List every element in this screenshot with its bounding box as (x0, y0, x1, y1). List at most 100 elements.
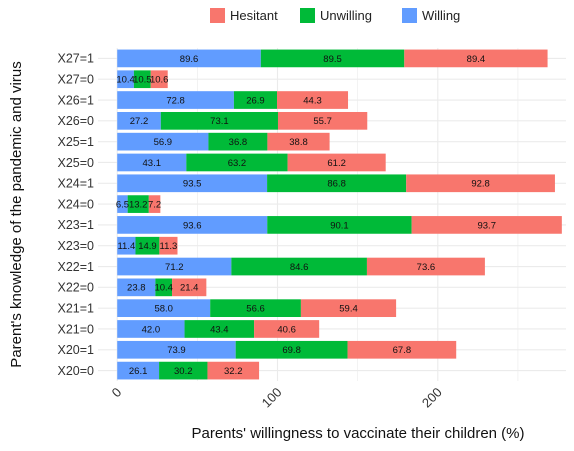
bar-value-label: 43.4 (210, 324, 229, 335)
bar-value-label: 36.8 (229, 137, 248, 148)
bar-unwilling-x23-0 (135, 236, 160, 255)
bar-value-label: 21.4 (180, 283, 199, 294)
legend-label-unwilling: Unwilling (320, 8, 372, 23)
y-tick-label: X20=1 (58, 343, 95, 357)
bar-value-label: 73.9 (167, 345, 186, 356)
y-tick-label: X23=1 (58, 218, 95, 232)
bar-value-label: 89.6 (180, 54, 199, 65)
y-tick-label: X27=0 (58, 73, 95, 87)
bar-value-label: 23.8 (127, 283, 146, 294)
bar-value-label: 93.5 (183, 179, 202, 190)
bar-willing-x24-1 (117, 174, 268, 193)
bar-unwilling-x21-0 (184, 320, 255, 338)
bar-unwilling-x24-0 (127, 195, 149, 213)
bar-hesitant-x24-0 (148, 195, 161, 213)
bar-value-label: 86.8 (327, 179, 346, 190)
bar-value-label: 56.9 (154, 137, 173, 148)
y-tick-label: X21=0 (58, 322, 95, 336)
y-tick-label: X22=0 (58, 281, 95, 295)
bar-value-label: 58.0 (154, 304, 173, 315)
bar-value-label: 38.8 (289, 137, 308, 148)
bar-willing-x23-1 (117, 216, 268, 234)
bar-value-label: 73.1 (210, 116, 229, 127)
bar-unwilling-x25-1 (208, 132, 268, 151)
bar-willing-x20-0 (117, 361, 160, 380)
legend: Hesitant Unwilling Willing (210, 8, 460, 23)
bar-hesitant-x26-1 (277, 91, 349, 109)
bar-hesitant-x20-1 (347, 340, 457, 359)
bar-value-label: 10.5 (133, 75, 152, 86)
bar-value-label: 26.1 (129, 366, 148, 377)
bar-value-label: 55.7 (313, 116, 332, 127)
y-tick-label: X22=1 (58, 260, 95, 274)
bar-value-label: 43.1 (143, 158, 162, 169)
bar-unwilling-x27-1 (260, 49, 405, 68)
x-tick-label: 100 (259, 385, 285, 411)
bar-willing-x27-0 (117, 70, 134, 89)
bar-willing-x21-1 (117, 299, 211, 318)
legend-swatch-unwilling (300, 8, 315, 23)
y-tick-label: X23=0 (58, 239, 95, 253)
y-tick-label: X25=0 (58, 156, 95, 170)
bar-value-label: 10.6 (150, 75, 169, 86)
bar-willing-x21-0 (117, 320, 185, 338)
bar-unwilling-x27-0 (133, 70, 151, 89)
bar-hesitant-x26-0 (277, 111, 368, 130)
bar-unwilling-x21-1 (210, 299, 301, 318)
bar-value-label: 7.2 (148, 199, 161, 210)
bar-unwilling-x22-0 (155, 278, 173, 297)
bar-hesitant-x22-1 (366, 257, 485, 276)
bar-hesitant-x20-0 (207, 361, 260, 380)
bar-value-label: 13.2 (129, 199, 148, 210)
y-tick-label: X27=1 (58, 52, 95, 66)
bar-value-label: 42.0 (142, 324, 161, 335)
bar-willing-x22-1 (117, 257, 232, 276)
bar-hesitant-x27-0 (150, 70, 168, 89)
bar-value-label: 69.8 (282, 345, 301, 356)
bar-value-label: 40.6 (277, 324, 296, 335)
y-tick-label: X21=1 (58, 301, 95, 315)
y-tick-label: X24=0 (58, 197, 95, 211)
bar-unwilling-x23-1 (267, 216, 412, 234)
bar-value-label: 10.4 (116, 75, 135, 86)
bar-hesitant-x25-0 (287, 153, 386, 172)
bar-value-label: 67.8 (393, 345, 412, 356)
bar-value-label: 72.8 (166, 95, 185, 106)
bar-unwilling-x20-1 (235, 340, 348, 359)
bar-value-label: 71.2 (165, 262, 184, 273)
bar-value-label: 56.6 (246, 304, 265, 315)
bar-hesitant-x21-0 (254, 320, 320, 338)
bar-unwilling-x25-0 (186, 153, 288, 172)
bar-hesitant-x23-1 (411, 216, 562, 234)
bar-willing-x27-1 (117, 49, 261, 68)
bar-unwilling-x22-1 (231, 257, 367, 276)
bar-value-label: 93.6 (183, 220, 202, 231)
bar-value-label: 11.4 (117, 241, 135, 252)
plot-panel: 26.1 30.2 32.2 73.9 69.8 67.8 42.0 43.4 40.6 58.0… (98, 48, 566, 381)
bar-willing-x25-0 (117, 153, 187, 172)
y-tick-label: X24=1 (58, 177, 95, 191)
y-tick-label: X20=0 (58, 364, 95, 378)
bar-value-label: 84.6 (290, 262, 309, 273)
x-tick-label: 200 (419, 385, 445, 411)
bar-value-label: 89.5 (323, 54, 342, 65)
bar-value-label: 27.2 (130, 116, 149, 127)
bar-willing-x26-1 (117, 91, 234, 109)
bar-value-label: 90.1 (330, 220, 349, 231)
bar-hesitant-x27-1 (404, 49, 548, 68)
bar-hesitant-x22-0 (172, 278, 207, 297)
bar-labels: 26.1 30.2 32.2 73.9 69.8 67.8 42.0 43.4 40.6 58.0… (116, 54, 496, 377)
bar-hesitant-x21-1 (300, 299, 397, 318)
bar-hesitant-x25-1 (267, 132, 330, 151)
bar-willing-x23-0 (117, 236, 136, 255)
bar-willing-x22-0 (117, 278, 156, 297)
bar-value-label: 73.6 (417, 262, 436, 273)
y-tick-label: X25=1 (58, 135, 95, 149)
legend-swatch-hesitant (210, 8, 225, 23)
bar-willing-x20-1 (117, 340, 236, 359)
bar-willing-x24-0 (117, 195, 128, 213)
bar-unwilling-x24-1 (267, 174, 407, 193)
bar-willing-x26-0 (117, 111, 161, 130)
bar-value-label: 6.5 (116, 199, 129, 210)
